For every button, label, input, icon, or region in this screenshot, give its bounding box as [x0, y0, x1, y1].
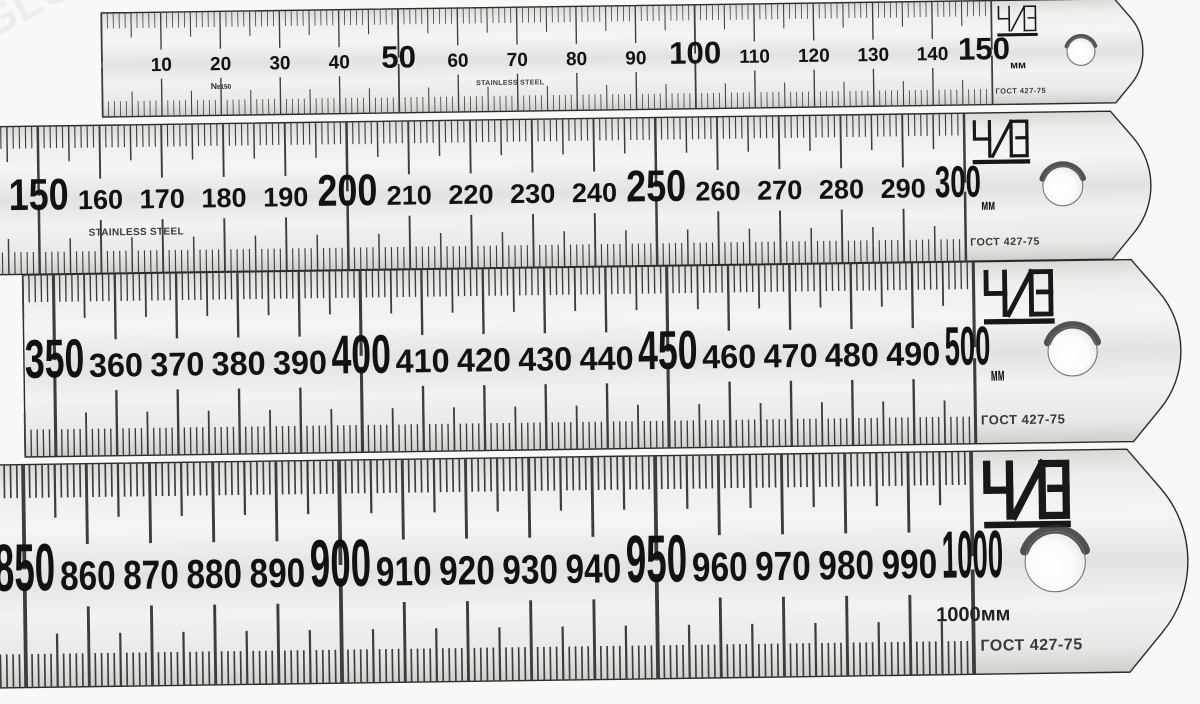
- svg-text:110: 110: [739, 46, 770, 67]
- svg-text:1000мм: 1000мм: [936, 603, 1011, 626]
- svg-text:70: 70: [507, 50, 528, 71]
- svg-text:20: 20: [210, 54, 231, 75]
- svg-text:920: 920: [439, 547, 495, 594]
- svg-text:60: 60: [447, 51, 468, 72]
- svg-text:490: 490: [886, 336, 940, 374]
- svg-text:880: 880: [186, 551, 242, 598]
- svg-text:190: 190: [263, 181, 309, 213]
- svg-text:260: 260: [695, 175, 741, 207]
- svg-text:970: 970: [755, 543, 811, 590]
- svg-text:ГОСТ 427-75: ГОСТ 427-75: [980, 635, 1083, 654]
- svg-text:420: 420: [457, 342, 511, 380]
- svg-text:470: 470: [763, 338, 817, 376]
- svg-text:410: 410: [395, 343, 449, 381]
- svg-text:980: 980: [818, 542, 874, 589]
- svg-text:370: 370: [150, 346, 204, 384]
- svg-text:140: 140: [917, 44, 949, 65]
- svg-text:950: 950: [625, 521, 687, 597]
- svg-text:430: 430: [518, 341, 572, 379]
- svg-text:390: 390: [273, 345, 327, 383]
- svg-text:870: 870: [123, 551, 179, 598]
- svg-text:850: 850: [0, 530, 56, 606]
- svg-text:860: 860: [60, 552, 116, 599]
- svg-text:120: 120: [798, 46, 830, 67]
- svg-text:210: 210: [386, 179, 432, 211]
- svg-text:480: 480: [825, 337, 879, 375]
- svg-text:230: 230: [510, 178, 556, 210]
- svg-text:450: 450: [638, 319, 698, 381]
- svg-text:990: 990: [881, 541, 937, 588]
- svg-text:250: 250: [626, 162, 687, 212]
- svg-text:ГОСТ 427-75: ГОСТ 427-75: [995, 86, 1046, 96]
- svg-text:910: 910: [376, 548, 432, 595]
- svg-text:10: 10: [151, 55, 172, 76]
- svg-text:200: 200: [317, 166, 378, 216]
- svg-text:50: 50: [381, 39, 416, 74]
- svg-text:960: 960: [692, 543, 748, 590]
- svg-text:290: 290: [880, 172, 926, 204]
- svg-text:STAINLESS STEEL: STAINLESS STEEL: [476, 79, 545, 87]
- svg-text:440: 440: [579, 340, 633, 378]
- svg-text:360: 360: [89, 347, 143, 385]
- svg-text:STAINLESS STEEL: STAINLESS STEEL: [89, 226, 184, 238]
- svg-text:220: 220: [448, 178, 494, 210]
- svg-text:940: 940: [565, 545, 621, 592]
- svg-text:380: 380: [211, 345, 265, 383]
- svg-text:240: 240: [572, 177, 618, 209]
- svg-text:ГОСТ 427-75: ГОСТ 427-75: [970, 236, 1040, 249]
- svg-text:100: 100: [669, 35, 722, 71]
- svg-text:890: 890: [249, 550, 305, 597]
- svg-text:170: 170: [139, 183, 185, 215]
- svg-text:80: 80: [566, 49, 587, 70]
- svg-text:460: 460: [702, 339, 756, 377]
- svg-text:1000: 1000: [941, 517, 1003, 593]
- svg-text:150: 150: [8, 170, 69, 220]
- svg-text:180: 180: [201, 182, 247, 214]
- svg-text:30: 30: [269, 53, 290, 74]
- svg-text:90: 90: [625, 48, 646, 69]
- svg-text:900: 900: [309, 526, 371, 602]
- svg-text:400: 400: [331, 324, 391, 386]
- svg-text:270: 270: [757, 174, 803, 206]
- svg-text:350: 350: [24, 328, 84, 390]
- svg-text:160: 160: [78, 184, 124, 216]
- svg-text:40: 40: [329, 52, 350, 73]
- svg-text:130: 130: [857, 45, 889, 66]
- svg-text:280: 280: [819, 173, 865, 205]
- svg-text:ГОСТ 427-75: ГОСТ 427-75: [981, 411, 1066, 427]
- svg-text:930: 930: [502, 546, 558, 593]
